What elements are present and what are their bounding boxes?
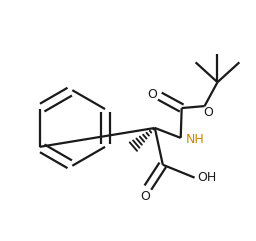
Text: O: O <box>204 106 214 119</box>
Text: O: O <box>147 88 157 101</box>
Text: OH: OH <box>197 171 216 184</box>
Text: O: O <box>140 190 150 203</box>
Text: NH: NH <box>186 133 204 146</box>
